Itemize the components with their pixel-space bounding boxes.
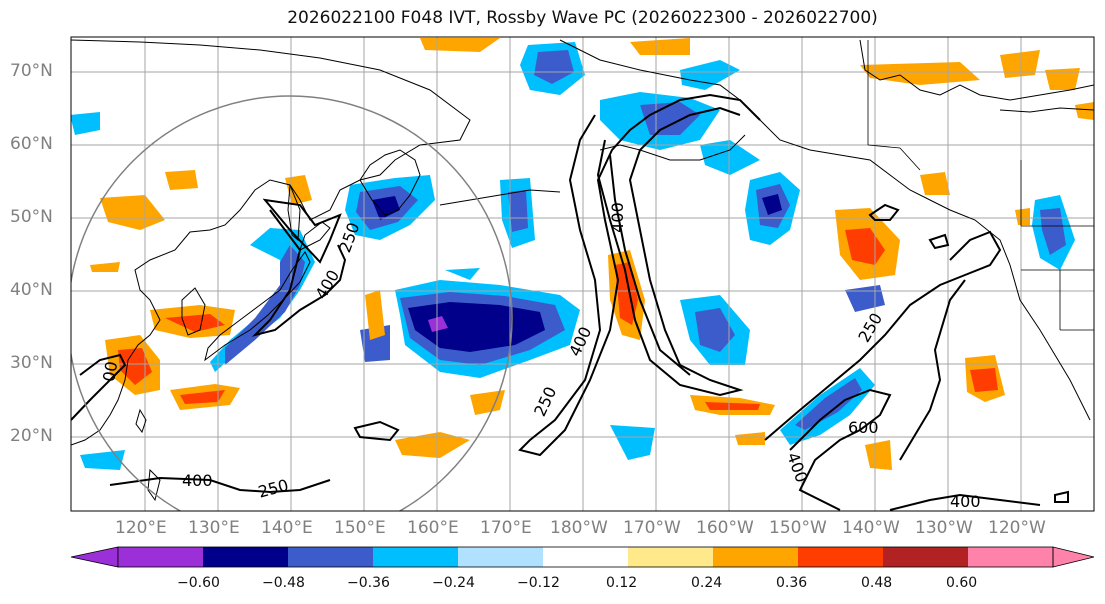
lat-label-60: 60°N xyxy=(10,134,53,154)
colorbar-tick: 0.36 xyxy=(776,575,808,591)
colorbar-segment xyxy=(628,547,713,567)
colorbar-segment xyxy=(543,547,628,567)
colorbar-segment xyxy=(288,547,373,567)
lon-label-140e: 140°E xyxy=(261,518,313,538)
colorbar-segment xyxy=(203,547,288,567)
lon-label-160e: 160°E xyxy=(407,518,459,538)
colorbar-tick: −0.60 xyxy=(177,575,220,591)
colorbar xyxy=(70,546,1095,568)
colorbar-segment xyxy=(118,547,203,567)
lon-label-150e: 150°E xyxy=(334,518,386,538)
map-gridlines xyxy=(71,37,1094,511)
colorbar-tick: 0.24 xyxy=(691,575,723,591)
coastlines xyxy=(71,39,1094,502)
lat-label-70: 70°N xyxy=(10,61,53,81)
colorbar-tick: 0.48 xyxy=(861,575,893,591)
contour-label: 400 xyxy=(182,471,213,490)
colorbar-segment xyxy=(968,547,1053,567)
colorbar-segment xyxy=(713,547,798,567)
colorbar-tick: −0.36 xyxy=(347,575,390,591)
contour-label: 00 xyxy=(99,359,122,384)
colorbar-segment xyxy=(883,547,968,567)
colorbar-tick: −0.24 xyxy=(432,575,475,591)
lon-label-150w: 150°W xyxy=(769,518,827,538)
colorbar-tick: 0.12 xyxy=(606,575,638,591)
lon-label-160w: 160°W xyxy=(696,518,754,538)
lon-label-180w: 180°W xyxy=(550,518,608,538)
contour-label: 600 xyxy=(848,418,879,437)
lat-label-30: 30°N xyxy=(10,353,53,373)
lat-label-40: 40°N xyxy=(10,280,53,300)
map-title: 2026022100 F048 IVT, Rossby Wave PC (202… xyxy=(287,8,878,28)
lon-label-120w: 120°W xyxy=(988,518,1046,538)
borders xyxy=(867,40,1094,331)
contour-label: 400 xyxy=(607,202,627,233)
ivt-contours xyxy=(71,93,1069,511)
lon-label-120e: 120°E xyxy=(115,518,167,538)
contour-label: 400 xyxy=(950,492,981,511)
colorbar-outline xyxy=(117,546,1054,568)
lon-label-140w: 140°W xyxy=(842,518,900,538)
ivt-anomaly-shading xyxy=(71,38,1094,470)
colorbar-tick: 0.60 xyxy=(946,575,978,591)
colorbar-extend-low xyxy=(70,546,119,568)
colorbar-segment xyxy=(798,547,883,567)
colorbar-tick: −0.12 xyxy=(517,575,560,591)
rossby-circle xyxy=(71,95,513,511)
lon-label-130e: 130°E xyxy=(188,518,240,538)
lat-label-20: 20°N xyxy=(10,426,53,446)
colorbar-segment xyxy=(458,547,543,567)
colorbar-extend-high xyxy=(1052,546,1095,568)
lon-label-130w: 130°W xyxy=(915,518,973,538)
map-frame xyxy=(70,36,1095,512)
lon-label-170e: 170°E xyxy=(480,518,532,538)
lon-label-170w: 170°W xyxy=(623,518,681,538)
colorbar-segment xyxy=(373,547,458,567)
colorbar-tick: −0.48 xyxy=(262,575,305,591)
lat-label-50: 50°N xyxy=(10,207,53,227)
